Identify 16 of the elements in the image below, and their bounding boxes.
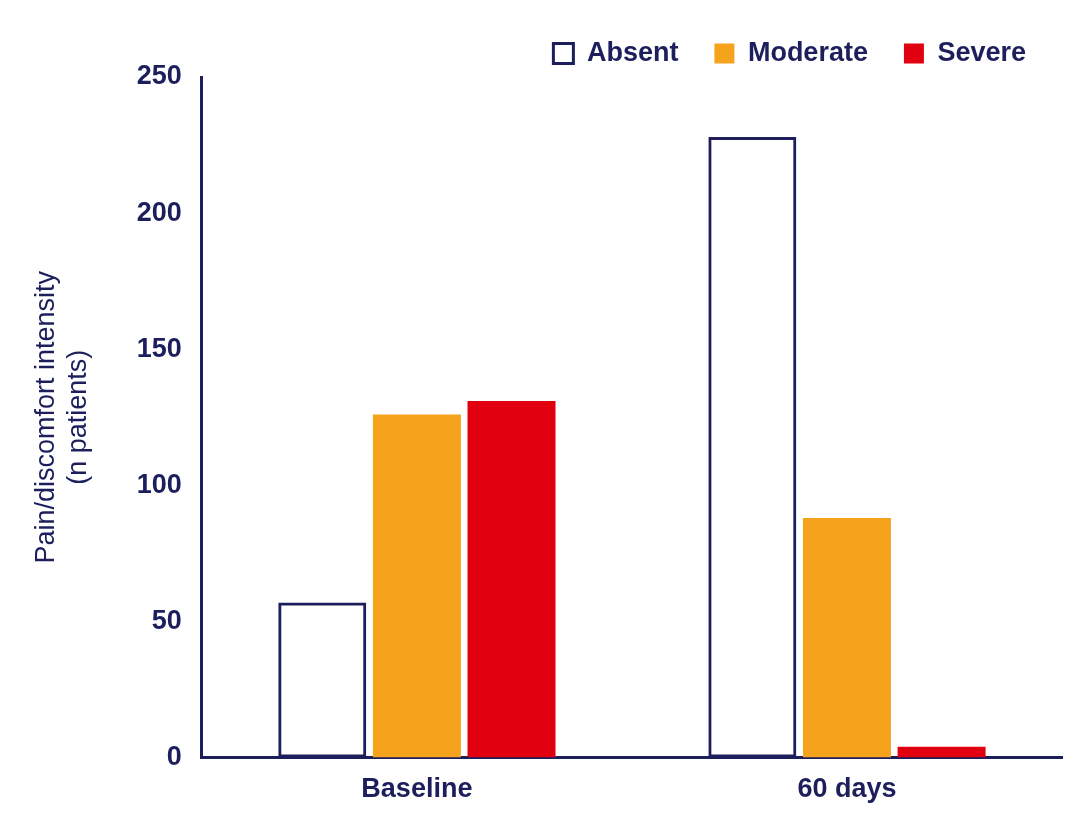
y-tick-label: 250 xyxy=(136,60,182,91)
y-tick-label: 150 xyxy=(136,332,182,363)
x-tick-label: Baseline xyxy=(361,773,473,804)
bar xyxy=(897,746,986,758)
legend-label: Moderate xyxy=(747,36,868,67)
bar xyxy=(802,518,891,758)
x-tick-label: 60 days xyxy=(797,773,897,804)
y-axis-title: Pain/discomfort intensity (n patients) xyxy=(29,270,93,564)
y-tick-label: 100 xyxy=(136,468,182,499)
bar xyxy=(372,414,461,758)
y-tick-label: 50 xyxy=(151,604,182,635)
y-tick-label: 200 xyxy=(136,196,182,227)
legend-label: Absent xyxy=(586,36,679,67)
bar xyxy=(467,400,556,758)
legend-label: Severe xyxy=(937,36,1027,67)
y-tick-label: 0 xyxy=(166,741,182,772)
